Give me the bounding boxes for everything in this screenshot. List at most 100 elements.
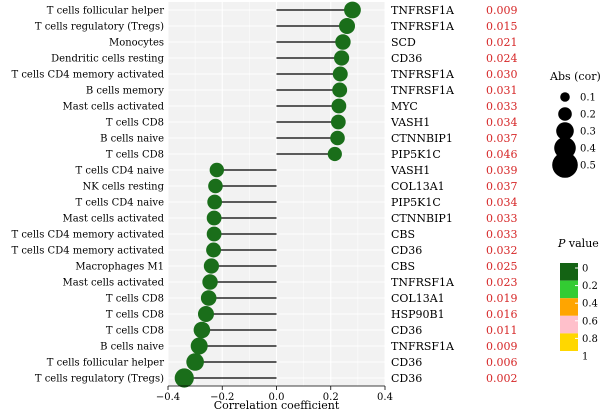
lollipop-point: [190, 337, 208, 355]
p-value-label: 0.015: [486, 20, 518, 33]
x-tick-label: 0.4: [377, 392, 393, 403]
p-value-label: 0.034: [486, 196, 518, 209]
size-legend-dot: [552, 152, 578, 178]
cell-type-label: T cells follicular helper: [47, 6, 164, 17]
size-legend-label: 0.3: [580, 127, 596, 138]
p-value-labels: 0.009 0.015 0.021 0.024 0.030 0.031 0.033 0.034…: [486, 4, 518, 385]
x-axis-title: Correlation coefficient: [214, 399, 340, 412]
color-legend-swatch: [560, 298, 578, 316]
gene-labels: TNFRSF1A TNFRSF1A SCD CD36 TNFRSF1A TNFRSF1A M…: [390, 4, 455, 385]
color-legend-label: 0.6: [582, 316, 598, 327]
gene-label: CD36: [391, 372, 422, 385]
cell-type-label: Dendritic cells resting: [51, 54, 164, 65]
size-legend: Abs (cor) 0.1 0.2 0.3 0.4 0.5: [549, 70, 600, 178]
cell-type-label: B cells naive: [100, 134, 164, 145]
x-tick-label: −0.4: [156, 392, 180, 403]
x-tick-label: 0.2: [323, 392, 339, 403]
size-legend-label: 0.4: [580, 144, 596, 155]
p-value-label: 0.025: [486, 260, 518, 273]
gene-label: CBS: [391, 260, 415, 273]
lollipop-point: [200, 290, 217, 306]
lollipop-point: [332, 66, 348, 82]
p-value-label: 0.030: [486, 68, 518, 81]
cell-type-label: Mast cells activated: [63, 214, 165, 225]
x-tick-label: −0.2: [210, 392, 234, 403]
lollipop-point: [193, 321, 211, 339]
color-legend-label: 1: [582, 352, 588, 363]
p-value-label: 0.009: [486, 4, 518, 17]
gene-label: CTNNBIP1: [391, 212, 453, 225]
cell-type-labels: T cells follicular helper T cells regulat…: [11, 6, 164, 385]
gene-label: TNFRSF1A: [391, 84, 455, 97]
cell-type-label: T cells CD8: [106, 118, 164, 129]
lollipop-point: [339, 18, 356, 34]
p-value-label: 0.031: [486, 84, 518, 97]
lollipop-point: [209, 162, 225, 178]
color-legend-swatch: [560, 315, 578, 334]
gene-label: TNFRSF1A: [391, 20, 455, 33]
gene-label: COL13A1: [391, 292, 445, 305]
cell-type-label: T cells regulatory (Tregs): [35, 374, 164, 385]
lollipop-point: [208, 178, 223, 194]
lollipop-point: [332, 82, 348, 98]
gene-label: CD36: [391, 324, 422, 337]
gene-label: TNFRSF1A: [391, 340, 455, 353]
lollipop-point: [207, 194, 223, 210]
gene-label: CD36: [391, 356, 422, 369]
lollipop-point: [334, 50, 350, 66]
gene-label: PIP5K1C: [391, 148, 441, 161]
p-value-label: 0.011: [486, 324, 518, 337]
p-value-label: 0.019: [486, 292, 518, 305]
p-value-label: 0.016: [486, 308, 518, 321]
size-legend-dot: [556, 122, 574, 140]
p-value-label: 0.039: [486, 164, 518, 177]
color-legend-swatch: [560, 280, 578, 299]
lollipop-point: [344, 1, 361, 19]
color-legend-title-italic: P: [557, 237, 566, 250]
cell-type-label: T cells CD8: [106, 310, 164, 321]
p-value-label: 0.034: [486, 116, 518, 129]
lollipop-point: [206, 210, 222, 226]
color-legend: P value 0 0.2 0.4 0.6 0.8 1: [557, 237, 599, 363]
p-value-label: 0.037: [486, 132, 518, 145]
p-value-label: 0.024: [486, 52, 518, 65]
x-tick-label: 0.0: [269, 392, 285, 403]
cell-type-label: Macrophages M1: [75, 262, 164, 273]
p-value-label: 0.021: [486, 36, 518, 49]
size-legend-dot: [558, 107, 572, 121]
gene-label: CD36: [391, 52, 422, 65]
lollipop-point: [206, 242, 222, 258]
x-axis: −0.4 −0.2 0.0 0.2 0.4: [156, 385, 393, 403]
lollipop-point: [202, 274, 218, 290]
color-legend-label: 0.4: [582, 299, 598, 310]
lollipop-point: [335, 34, 351, 50]
gene-label: VASH1: [390, 164, 430, 177]
lollipop-point: [197, 306, 214, 322]
lollipop-point: [174, 368, 194, 388]
lollipop-point: [206, 226, 222, 242]
cell-type-label: Mast cells activated: [63, 102, 165, 113]
lollipop-point: [186, 353, 204, 371]
gene-label: CD36: [391, 244, 422, 257]
lollipop-point: [330, 114, 346, 130]
gene-label: HSP90B1: [391, 308, 445, 321]
lollipop-points: [174, 1, 361, 388]
cell-type-label: T cells CD4 naive: [76, 166, 165, 177]
cell-type-label: T cells CD4 memory activated: [11, 70, 164, 81]
p-value-label: 0.033: [486, 100, 518, 113]
gene-label: PIP5K1C: [391, 196, 441, 209]
gene-label: COL13A1: [391, 180, 445, 193]
gene-label: CBS: [391, 228, 415, 241]
cell-type-label: T cells CD4 memory activated: [11, 246, 164, 257]
p-value-label: 0.009: [486, 340, 518, 353]
gene-label: CTNNBIP1: [391, 132, 453, 145]
p-value-label: 0.046: [486, 148, 518, 161]
size-legend-label: 0.5: [580, 161, 596, 172]
color-legend-title: P value: [557, 237, 599, 250]
size-legend-dot: [560, 92, 570, 102]
p-value-label: 0.023: [486, 276, 518, 289]
gene-label: TNFRSF1A: [391, 4, 455, 17]
lollipop-point: [331, 98, 347, 114]
cell-type-label: T cells CD8: [106, 294, 164, 305]
p-value-label: 0.033: [486, 228, 518, 241]
